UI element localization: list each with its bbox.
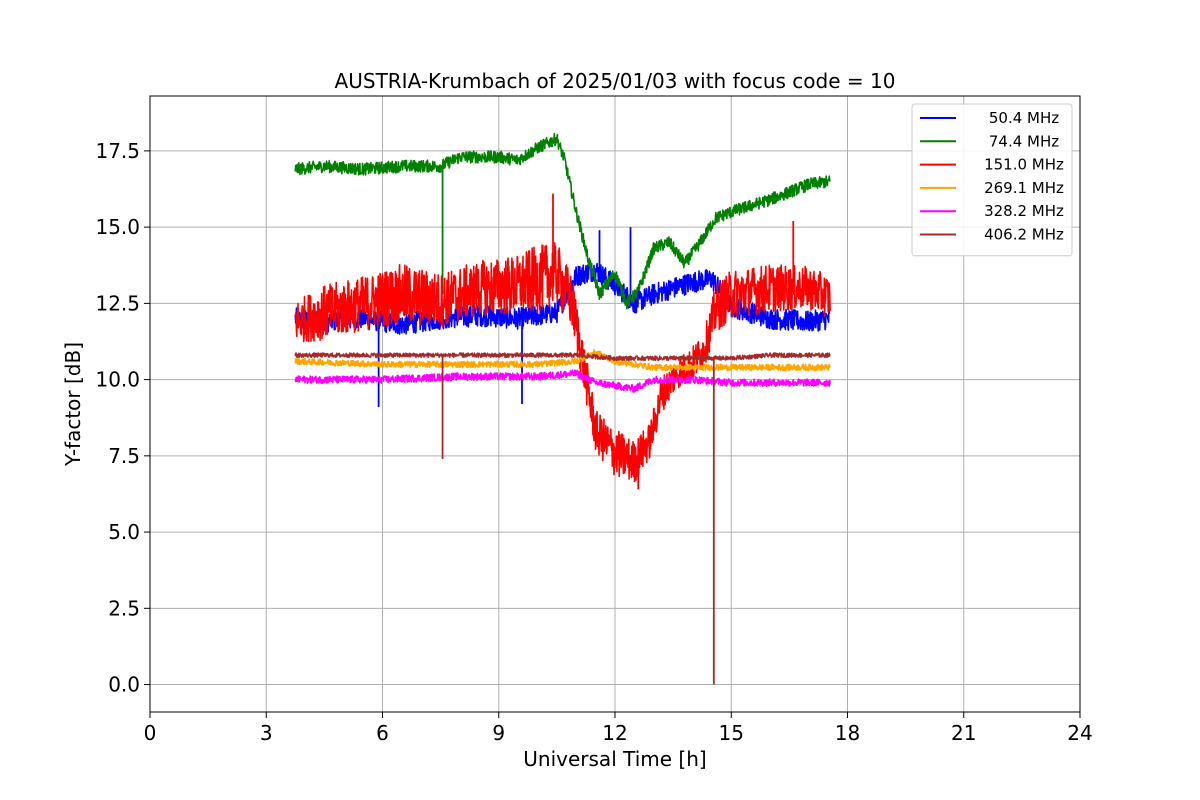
y-tick-label: 2.5 [108,596,140,620]
x-tick-label: 6 [376,721,389,745]
y-tick-label: 10.0 [95,368,140,392]
series-406-2-mhz [294,352,831,685]
x-axis-label: Universal Time [h] [523,747,706,771]
y-tick-label: 15.0 [95,215,140,239]
legend: 50.4 MHz 74.4 MHz 151.0 MHz 269.1 MHz 328.2 … [911,103,1073,257]
chart-title: AUSTRIA-Krumbach of 2025/01/03 with focu… [335,69,896,93]
series-layer [294,133,831,685]
legend-label: 269.1 MHz [984,179,1064,197]
x-tick-label: 24 [1067,721,1092,745]
series-line [294,349,831,372]
x-tick-label: 18 [835,721,860,745]
legend-label: 328.2 MHz [984,202,1064,220]
series-328-2-mhz [294,369,831,393]
x-tick-label: 12 [602,721,627,745]
y-tick-label: 7.5 [108,444,140,468]
y-tick-label: 5.0 [108,520,140,544]
series-line [294,242,831,483]
y-axis-label: Y-factor [dB] [61,342,85,467]
y-tick-label: 12.5 [95,291,140,315]
legend-label: 406.2 MHz [984,226,1064,244]
x-tick-label: 0 [144,721,157,745]
series-line [294,352,831,362]
series-269-1-mhz [294,349,831,372]
series-line [294,369,831,393]
legend-label: 50.4 MHz [989,109,1059,127]
y-tick-label: 0.0 [108,673,140,697]
legend-label: 74.4 MHz [989,132,1059,150]
series-74-4-mhz [294,133,831,310]
x-tick-label: 15 [719,721,744,745]
y-tick-label: 17.5 [95,139,140,163]
legend-label: 151.0 MHz [984,156,1064,174]
x-tick-label: 3 [260,721,273,745]
y-axis: 0.0 2.5 5.0 7.5 10.0 12.5 15.0 17.5 [95,139,150,697]
series-151-0-mhz [294,193,831,490]
x-axis: 0 3 6 9 12 15 18 21 24 [144,712,1093,745]
x-tick-label: 21 [951,721,976,745]
series-line [294,133,831,310]
x-tick-label: 9 [492,721,505,745]
